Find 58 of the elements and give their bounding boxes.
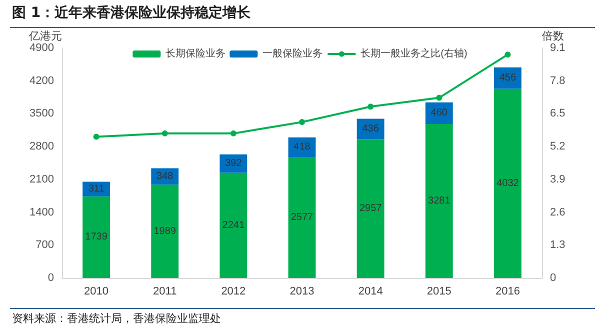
data-label: 392	[225, 158, 242, 170]
legend-label: 一般保险业务	[262, 48, 323, 60]
y-tick-label: 2100	[30, 173, 54, 186]
point	[299, 119, 305, 126]
y2-tick-label: 7.8	[550, 74, 566, 87]
data-label: 2957	[359, 203, 382, 214]
y-tick-label: 4200	[30, 74, 54, 87]
x-tick-label: 2013	[290, 286, 314, 298]
data-label: 2241	[222, 220, 245, 231]
y2-axis-title: 倍数	[542, 30, 564, 42]
data-label: 456	[499, 72, 516, 84]
bar	[356, 139, 384, 278]
bar	[494, 88, 522, 278]
point	[368, 104, 374, 110]
y-tick-label: 3500	[30, 108, 54, 120]
y-tick-label: 2800	[30, 140, 54, 153]
data-label: 311	[88, 184, 105, 195]
y2-tick-label: 1.3	[550, 239, 566, 252]
data-label: 1989	[154, 226, 176, 237]
x-tick-label: 2016	[495, 286, 520, 298]
data-label: 1739	[85, 232, 108, 243]
y-tick-label: 0	[48, 272, 54, 284]
bar	[288, 157, 316, 278]
y2-tick-label: 6.5	[550, 108, 566, 120]
y-tick-label: 700	[36, 239, 54, 252]
bar	[151, 184, 179, 278]
y2-tick-label: 3.9	[550, 173, 566, 186]
legend-label: 长期保险业务	[166, 48, 226, 60]
bar	[220, 172, 248, 278]
text: 资料来源：香港统计局，香港保险业监理处	[12, 311, 221, 326]
data-label: 3281	[428, 195, 451, 206]
y2-tick-label: 5.2	[550, 140, 566, 153]
data-label: 418	[294, 142, 311, 153]
x-tick-label: 2015	[426, 286, 452, 298]
point	[230, 130, 236, 136]
y2-tick-label: 9.1	[550, 42, 566, 54]
data-label: 4032	[496, 178, 520, 189]
y-axis-title: 亿港元	[28, 30, 62, 42]
x-tick-label: 2014	[358, 286, 383, 298]
point	[93, 134, 100, 140]
x-tick-label: 2011	[153, 286, 177, 298]
data-label: 460	[430, 108, 448, 119]
point	[504, 52, 511, 58]
x-tick-label: 2012	[221, 286, 246, 298]
point	[162, 130, 168, 136]
data-label: 348	[156, 170, 174, 182]
x-tick-label: 2010	[84, 286, 109, 298]
data-label: 2577	[290, 212, 314, 224]
chart-title: 图 1：近年来香港保险业保持稳定增长	[12, 4, 251, 22]
y-tick-label: 1400	[30, 206, 54, 218]
point	[436, 94, 442, 101]
data-label: 436	[362, 123, 380, 134]
y-tick-label: 4900	[30, 42, 54, 54]
legend-label: 长期一般业务之比(右轴)	[360, 48, 468, 60]
y2-tick-label: 0	[550, 272, 556, 284]
bar	[82, 196, 110, 278]
y2-tick-label: 2.6	[550, 206, 566, 218]
bar	[425, 124, 453, 278]
